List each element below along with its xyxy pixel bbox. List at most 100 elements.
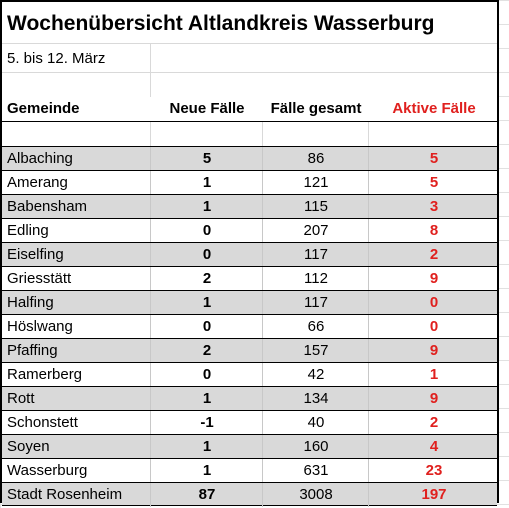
cell-gemeinde[interactable]: Edling xyxy=(7,222,49,239)
cell-aktive-faelle[interactable]: 9 xyxy=(429,390,439,407)
cell-aktive-faelle[interactable]: 9 xyxy=(429,270,439,287)
cell-border xyxy=(150,387,151,411)
cases-table: Wochenübersicht Altlandkreis Wasserburg … xyxy=(0,0,499,507)
cell-gemeinde[interactable]: Pfaffing xyxy=(7,342,58,359)
cell-aktive-faelle[interactable]: 9 xyxy=(429,342,439,359)
cell-border xyxy=(368,243,369,267)
table-row: Rott 1 134 9 xyxy=(2,386,497,411)
cell-gemeinde[interactable]: Rott xyxy=(7,390,35,407)
cell-gemeinde[interactable]: Höslwang xyxy=(7,318,73,335)
cell-border xyxy=(262,147,263,171)
cell-border xyxy=(368,435,369,459)
cell-faelle-gesamt[interactable]: 207 xyxy=(303,222,329,239)
cell-border xyxy=(368,483,369,507)
cell-gemeinde[interactable]: Ramerberg xyxy=(7,366,83,383)
table-row: Höslwang 0 66 0 xyxy=(2,314,497,339)
cell-neue-faelle[interactable]: 0 xyxy=(202,222,212,239)
table-row: Halfing 1 117 0 xyxy=(2,290,497,315)
cell-gemeinde[interactable]: Soyen xyxy=(7,438,50,455)
cell-border xyxy=(262,339,263,363)
cell-neue-faelle[interactable]: 0 xyxy=(202,366,212,383)
date-range[interactable]: 5. bis 12. März xyxy=(7,50,106,67)
cell-border xyxy=(150,219,151,243)
cell-neue-faelle[interactable]: 1 xyxy=(202,174,212,191)
cell-gemeinde[interactable]: Albaching xyxy=(7,150,73,167)
cell-neue-faelle[interactable]: 5 xyxy=(202,150,212,167)
cell-faelle-gesamt[interactable]: 115 xyxy=(304,198,328,215)
cell-border xyxy=(262,411,263,435)
cell-faelle-gesamt[interactable]: 112 xyxy=(304,270,328,287)
header-neue-faelle[interactable]: Neue Fälle xyxy=(169,100,245,117)
cell-border xyxy=(262,291,263,315)
cell-gemeinde[interactable]: Eiselfing xyxy=(7,246,64,263)
cell-aktive-faelle[interactable]: 4 xyxy=(429,438,439,455)
header-faelle-gesamt[interactable]: Fälle gesamt xyxy=(270,100,362,117)
cell-neue-faelle[interactable]: 1 xyxy=(202,198,212,215)
cell-border xyxy=(150,363,151,387)
cell-aktive-faelle[interactable]: 2 xyxy=(429,246,439,263)
cell-aktive-faelle[interactable]: 1 xyxy=(429,366,439,383)
cell-gemeinde[interactable]: Griesstätt xyxy=(7,270,72,287)
cell-aktive-faelle[interactable]: 3 xyxy=(429,198,439,215)
table-header: Gemeinde Neue Fälle Fälle gesamt Aktive … xyxy=(2,97,497,122)
cell-neue-faelle[interactable]: -1 xyxy=(200,414,214,431)
cell-faelle-gesamt[interactable]: 117 xyxy=(304,246,328,263)
cell-faelle-gesamt[interactable]: 86 xyxy=(307,150,325,167)
cell-border xyxy=(150,195,151,219)
cell-faelle-gesamt[interactable]: 66 xyxy=(307,318,325,335)
cell-neue-faelle[interactable]: 1 xyxy=(202,462,212,479)
cell-border xyxy=(368,195,369,219)
cell-neue-faelle[interactable]: 2 xyxy=(202,342,212,359)
cell-neue-faelle[interactable]: 1 xyxy=(202,390,212,407)
table-row: Schonstett -1 40 2 xyxy=(2,410,497,435)
cell-aktive-faelle[interactable]: 2 xyxy=(429,414,439,431)
cell-aktive-faelle[interactable]: 0 xyxy=(429,294,439,311)
cell-gemeinde[interactable]: Stadt Rosenheim xyxy=(7,486,123,503)
cell-faelle-gesamt[interactable]: 157 xyxy=(303,342,329,359)
cell-gemeinde[interactable]: Halfing xyxy=(7,294,54,311)
cell-neue-faelle[interactable]: 1 xyxy=(202,438,212,455)
header-gemeinde[interactable]: Gemeinde xyxy=(7,100,80,117)
cell-border xyxy=(368,387,369,411)
cell-aktive-faelle[interactable]: 8 xyxy=(429,222,439,239)
cell-border xyxy=(368,339,369,363)
cell-neue-faelle[interactable]: 0 xyxy=(202,246,212,263)
cell-faelle-gesamt[interactable]: 160 xyxy=(303,438,329,455)
cell-neue-faelle[interactable]: 87 xyxy=(198,486,216,503)
cell-aktive-faelle[interactable]: 197 xyxy=(421,486,447,503)
cell-aktive-faelle[interactable]: 23 xyxy=(425,462,443,479)
table-row: Pfaffing 2 157 9 xyxy=(2,338,497,363)
cell-border xyxy=(150,267,151,291)
cell-faelle-gesamt[interactable]: 40 xyxy=(307,414,325,431)
page-title[interactable]: Wochenübersicht Altlandkreis Wasserburg xyxy=(7,12,435,35)
cell-border xyxy=(150,411,151,435)
cell-border xyxy=(368,219,369,243)
table-row: Stadt Rosenheim 87 3008 197 xyxy=(2,482,497,507)
cell-neue-faelle[interactable]: 1 xyxy=(202,294,212,311)
header-aktive-faelle[interactable]: Aktive Fälle xyxy=(392,100,476,117)
table-row: Wasserburg 1 631 23 xyxy=(2,458,497,483)
cell-border xyxy=(368,121,369,146)
cell-neue-faelle[interactable]: 2 xyxy=(202,270,212,287)
cell-neue-faelle[interactable]: 0 xyxy=(202,318,212,335)
cell-aktive-faelle[interactable]: 0 xyxy=(429,318,439,335)
cell-border xyxy=(150,483,151,507)
cell-gemeinde[interactable]: Wasserburg xyxy=(7,462,88,479)
cell-border xyxy=(262,121,263,146)
cell-border xyxy=(262,435,263,459)
table-row: Edling 0 207 8 xyxy=(2,218,497,243)
cell-faelle-gesamt[interactable]: 42 xyxy=(307,366,325,383)
cell-faelle-gesamt[interactable]: 631 xyxy=(303,462,329,479)
table-body: Albaching 5 86 5 Amerang 1 121 5 Babensham 1 115 3 E… xyxy=(2,146,497,507)
cell-border xyxy=(262,315,263,339)
cell-gemeinde[interactable]: Amerang xyxy=(7,174,68,191)
cell-gemeinde[interactable]: Babensham xyxy=(7,198,88,215)
cell-border xyxy=(150,121,151,146)
cell-faelle-gesamt[interactable]: 3008 xyxy=(299,486,333,503)
cell-aktive-faelle[interactable]: 5 xyxy=(429,150,439,167)
cell-aktive-faelle[interactable]: 5 xyxy=(429,174,439,191)
cell-faelle-gesamt[interactable]: 121 xyxy=(303,174,329,191)
cell-faelle-gesamt[interactable]: 134 xyxy=(303,390,329,407)
cell-faelle-gesamt[interactable]: 117 xyxy=(304,294,328,311)
cell-gemeinde[interactable]: Schonstett xyxy=(7,414,78,431)
